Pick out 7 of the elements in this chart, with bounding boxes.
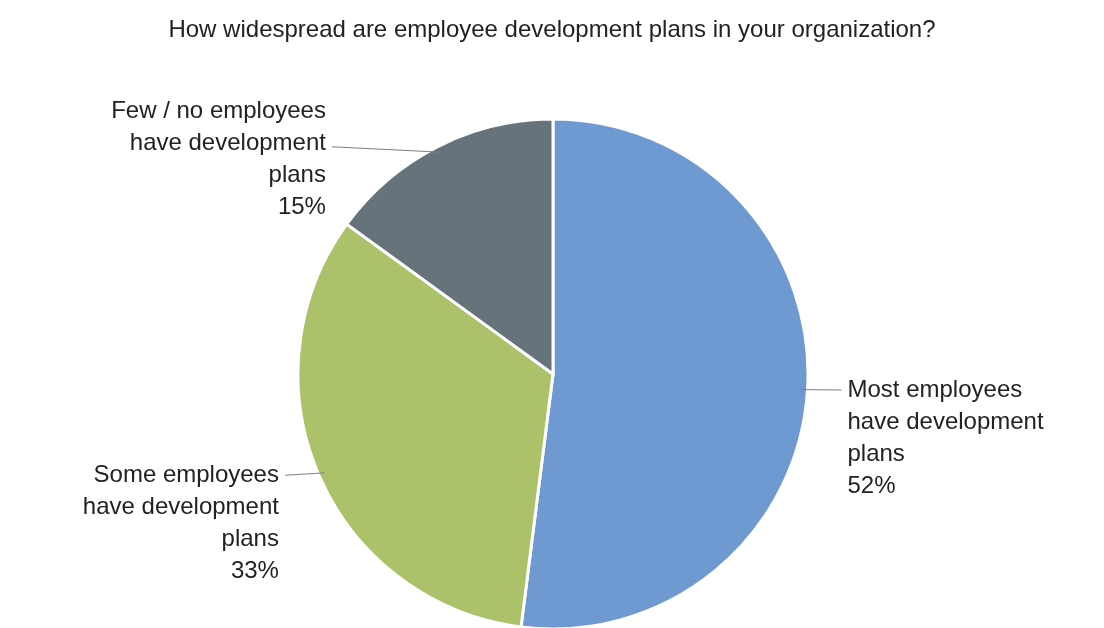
slice-label: Some employees have development plans bbox=[82, 460, 280, 552]
slice-label: Few / no employees have development plans bbox=[111, 96, 327, 188]
chart-title: How widespread are employee development plans in your organization? bbox=[168, 15, 936, 42]
data-label: 52% bbox=[847, 471, 896, 499]
slice-label: Most employees have development plans bbox=[847, 375, 1044, 467]
data-label: 33% bbox=[230, 556, 279, 584]
data-label: 15% bbox=[277, 192, 326, 220]
